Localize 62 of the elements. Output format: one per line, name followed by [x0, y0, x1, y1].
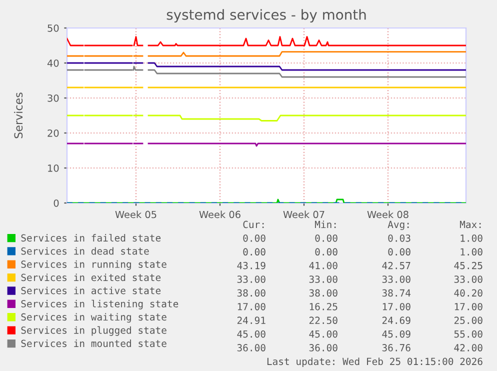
text: Avg:: [388, 220, 409, 230]
text: 1.00: [460, 248, 482, 256]
legend-label: Services in exited state: [21, 274, 161, 282]
x-tick-label: Week 05: [115, 210, 156, 218]
legend-label: Services in dead state: [21, 247, 149, 255]
text: 0.00: [315, 248, 338, 256]
text: 16.25: [310, 302, 338, 310]
text: 17.00: [238, 302, 266, 310]
y-axis-title: Services: [14, 92, 23, 138]
legend-label: Services in running state: [21, 260, 166, 270]
y-tick-label: 50: [48, 24, 59, 32]
text: 45.25: [454, 262, 482, 270]
text: Min:: [314, 220, 336, 228]
legend-label: Services in failed state: [21, 234, 161, 242]
text: 38.74: [382, 289, 411, 297]
x-tick-label: Week 07: [283, 210, 324, 218]
text: 0.00: [388, 248, 410, 256]
text: 42.57: [382, 262, 410, 270]
text: 24.69: [382, 316, 410, 324]
y-tick-label: 40: [47, 59, 59, 67]
text: 0.03: [388, 234, 410, 242]
text: 45.09: [382, 330, 410, 338]
text: 1.00: [460, 234, 482, 242]
y-tick-label: 20: [48, 129, 59, 137]
text: 55.00: [454, 330, 482, 338]
text: 41.00: [309, 262, 338, 270]
text: Last update: Wed Feb 25 01:15:00 2026: [267, 358, 482, 367]
text: Max:: [460, 220, 481, 228]
x-tick-label: Week 08: [367, 210, 408, 218]
text: 33.00: [237, 276, 266, 283]
y-tick-label: 0: [54, 199, 59, 207]
legend-label: Services in waiting state: [21, 313, 166, 323]
text: 22.50: [309, 316, 338, 324]
y-tick-label: 30: [48, 94, 59, 102]
y-tick-label: 10: [48, 164, 59, 172]
legend-label: Services in mounted state: [21, 340, 166, 348]
text: 43.19: [237, 262, 266, 270]
text: 40.20: [454, 289, 482, 297]
legend-label: Services in active state: [21, 286, 161, 294]
text: 25.00: [454, 316, 482, 324]
legend-label: Services in listening state: [21, 300, 178, 310]
x-tick-label: Week 06: [199, 210, 240, 218]
text: 38.00: [309, 289, 338, 297]
text: 0.00: [243, 234, 266, 242]
text: 45.00: [237, 330, 266, 338]
text: 33.00: [382, 276, 410, 283]
text: 36.76: [382, 344, 410, 352]
legend-label: Services in plugged state: [21, 326, 166, 336]
chart-title: systemd services - by month: [166, 9, 366, 23]
text: 24.91: [237, 316, 266, 324]
text: 33.00: [454, 276, 482, 283]
text: 0.00: [315, 234, 338, 242]
text: 17.00: [382, 302, 410, 310]
text: 42.00: [454, 344, 482, 352]
text: 36.00: [237, 344, 266, 352]
text: 45.00: [309, 330, 338, 338]
text: 38.00: [237, 289, 266, 297]
text: 17.00: [454, 302, 482, 310]
text: Cur:: [243, 220, 264, 228]
text: 36.00: [309, 344, 338, 352]
text: 33.00: [309, 276, 338, 283]
text: 0.00: [243, 248, 266, 256]
